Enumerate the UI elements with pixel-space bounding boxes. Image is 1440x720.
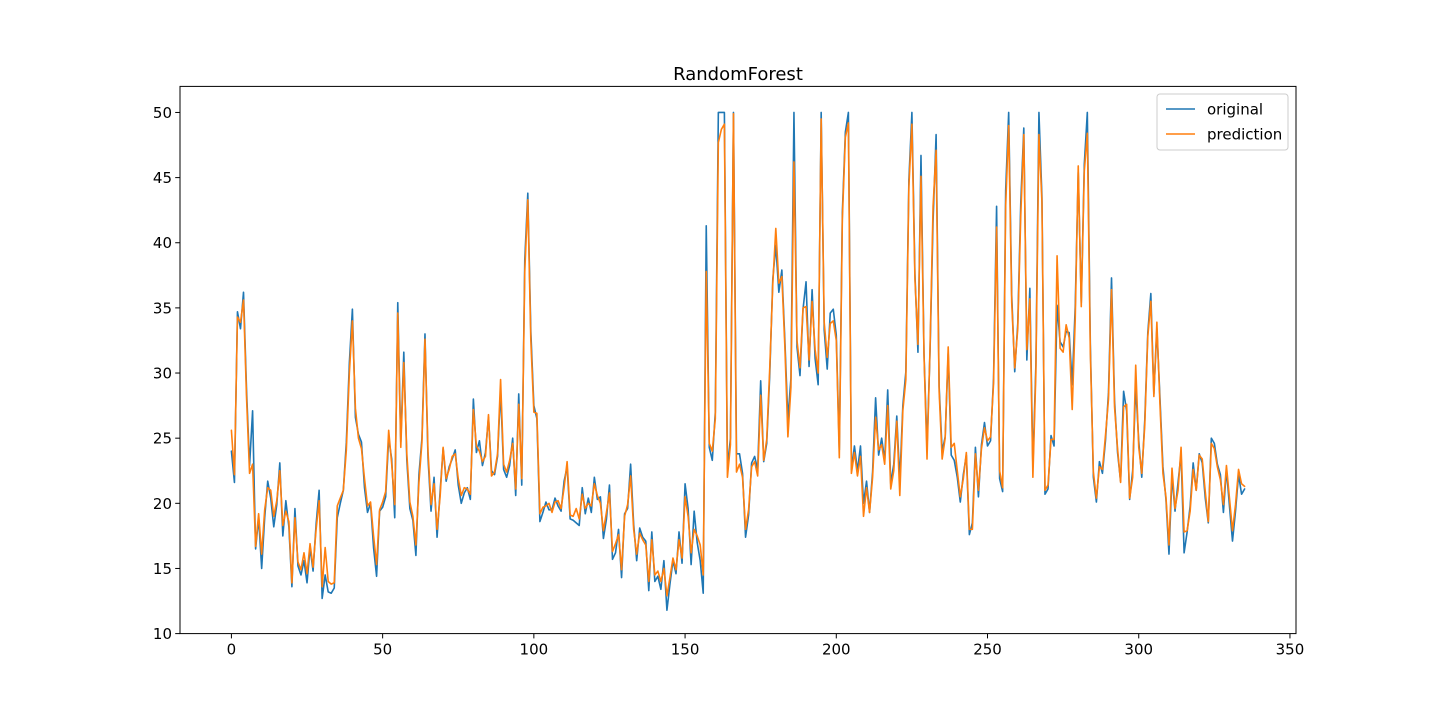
y-tick-label: 35 xyxy=(153,299,172,317)
x-axis: 0 50 100 150 200 250 300 350 xyxy=(227,633,1305,659)
x-tick-label: 250 xyxy=(973,641,1002,659)
legend-box xyxy=(1156,93,1289,151)
x-tick-label: 0 xyxy=(227,641,237,659)
legend-label-prediction: prediction xyxy=(1207,126,1282,144)
y-tick-label: 20 xyxy=(153,495,172,513)
x-tick-label: 350 xyxy=(1276,641,1305,659)
legend: original prediction xyxy=(1156,93,1289,151)
y-tick-label: 45 xyxy=(153,169,172,187)
y-tick-label: 30 xyxy=(153,365,172,383)
x-tick-label: 150 xyxy=(671,641,700,659)
y-tick-label: 25 xyxy=(153,430,172,448)
series-line-prediction xyxy=(230,112,1246,597)
y-tick-label: 10 xyxy=(153,625,172,643)
y-tick-label: 50 xyxy=(153,104,172,122)
y-tick-label: 15 xyxy=(153,560,172,578)
x-tick-label: 300 xyxy=(1124,641,1153,659)
x-tick-label: 100 xyxy=(520,641,549,659)
plot-area xyxy=(180,86,1296,634)
plot-frame xyxy=(179,85,1297,635)
x-tick-label: 50 xyxy=(373,641,392,659)
y-axis: 10 15 20 25 30 35 40 45 50 xyxy=(153,104,180,643)
series-layer xyxy=(230,111,1246,611)
y-tick-label: 40 xyxy=(153,234,172,252)
x-tick-label: 200 xyxy=(822,641,851,659)
legend-label-original: original xyxy=(1207,101,1263,119)
chart-title: RandomForest xyxy=(673,64,803,85)
